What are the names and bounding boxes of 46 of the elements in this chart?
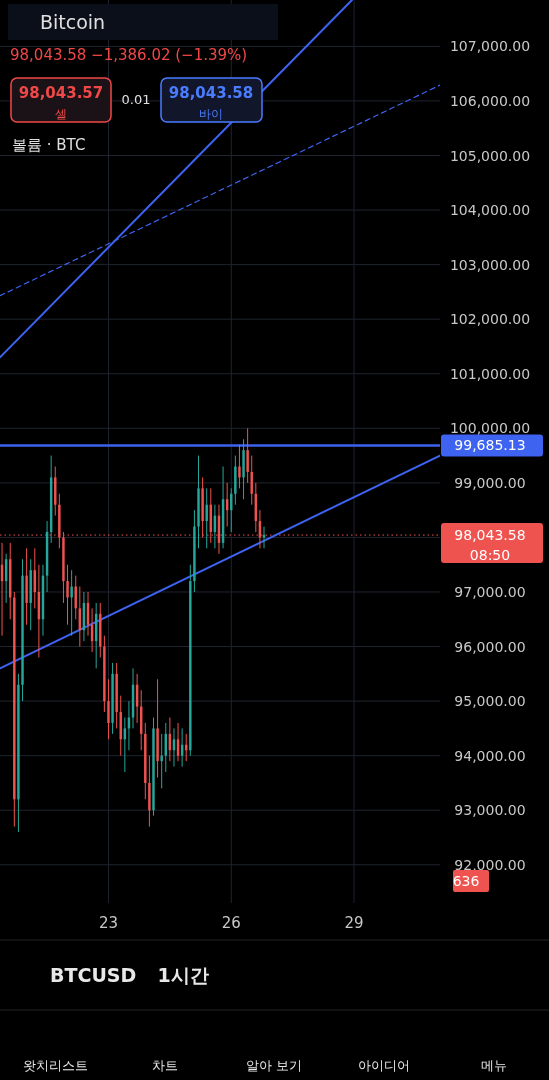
y-tick-label: 93,000.00 [454,802,526,819]
candlestick [66,564,69,626]
y-tick-label: 100,000.00 [449,420,531,437]
annotation: 0.01 [121,92,151,107]
y-tick-label: 104,000.00 [449,202,531,219]
annotation: 98,043.57 [18,84,104,102]
x-tick-label: 29 [344,914,364,932]
text: 아이디어 [358,1058,410,1073]
y-tick-label: 103,000.00 [449,256,531,273]
text: BTCUSD [50,964,137,986]
text: 메뉴 [481,1058,507,1073]
y-tick-label: 106,000.00 [449,92,531,109]
text: 알아 보기 [245,1058,303,1073]
y-tick-label: 95,000.00 [454,693,526,710]
y-tick-label: 99,000.00 [454,474,526,491]
y-tick-label: 107,000.00 [449,38,531,55]
annotation: 볼륨 · BTC [12,136,86,154]
candlestick [74,575,77,620]
annotation: 바이 [199,107,223,121]
candlestick [246,427,249,484]
y-tick-label: 101,000.00 [449,365,531,382]
y-tick-label: 105,000.00 [449,147,531,164]
text: 08:50 [469,547,511,563]
text: 1시간 [157,964,209,986]
y-tick-label: 92,000.00 [454,856,526,873]
text: 차트 [152,1058,178,1073]
annotation: 98,043.58 [168,84,254,102]
ref-line-label: 98,043.58 [454,527,526,544]
text: 왓치리스트 [22,1058,88,1073]
text: 98,043.58 −1,386.02 (−1.39%) [10,46,248,64]
candlestick [250,455,253,506]
annotation: 셀 [55,107,67,121]
candlestick [107,678,110,740]
text: Bitcoin [40,11,106,33]
y-tick-label: 97,000.00 [454,584,526,600]
y-tick-label: 102,000.00 [449,311,531,328]
ref-line-label: 99,685.13 [454,437,526,454]
x-tick-label: 23 [98,914,119,932]
candlestick [70,569,73,637]
candlestick [238,444,241,489]
y-tick-label: 94,000.00 [454,747,526,764]
x-tick-label: 26 [221,914,241,932]
candlestick [160,733,163,789]
text: 636 [452,873,480,889]
candlestick [205,487,208,549]
y-tick-label: 96,000.00 [454,638,526,655]
